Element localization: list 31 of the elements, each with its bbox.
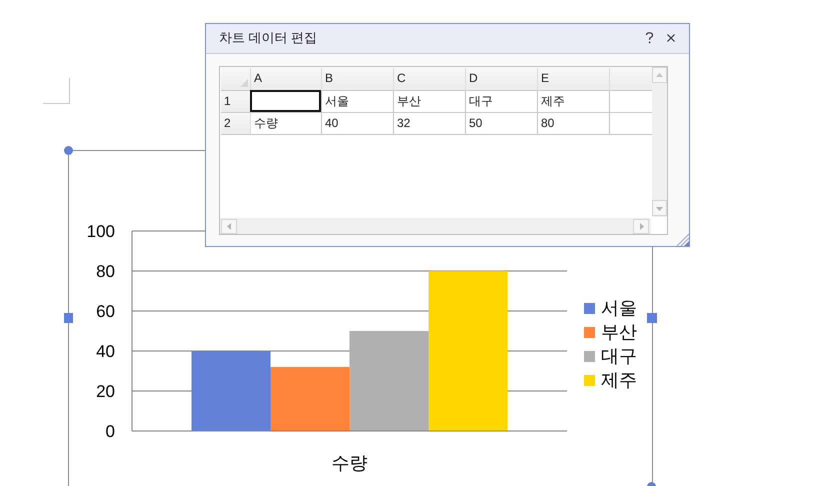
text: A — [254, 71, 262, 85]
text: 제주 — [541, 94, 565, 108]
text: 40 — [325, 116, 338, 130]
y-tick-label: 40 — [96, 342, 115, 362]
text: B — [325, 71, 334, 85]
text: 부산 — [397, 94, 421, 108]
legend-label: 제주 — [601, 369, 637, 392]
text: 50 — [469, 116, 482, 130]
y-tick-label: 20 — [96, 382, 115, 402]
bar — [270, 367, 350, 431]
text: 1 — [224, 94, 231, 108]
text: 2 — [224, 116, 231, 130]
text: 80 — [541, 116, 554, 130]
text: 차트 데이터 편집 — [219, 30, 318, 45]
bar — [428, 271, 508, 431]
text: E — [541, 71, 550, 85]
text: 수량 — [254, 116, 278, 130]
legend-label: 부산 — [601, 321, 637, 344]
text: C — [397, 71, 406, 85]
text: 32 — [397, 116, 410, 130]
bar — [192, 351, 270, 431]
y-tick-label: 80 — [96, 262, 115, 282]
y-tick-label: 100 — [86, 222, 115, 242]
legend-label: 대구 — [601, 345, 637, 368]
y-tick-label: 0 — [106, 422, 115, 442]
legend-label: 서울 — [601, 297, 637, 320]
text: 서울 — [325, 94, 349, 108]
y-tick-label: 60 — [96, 302, 115, 322]
text: 대구 — [469, 94, 493, 108]
text: D — [469, 71, 478, 85]
bar — [350, 331, 428, 431]
